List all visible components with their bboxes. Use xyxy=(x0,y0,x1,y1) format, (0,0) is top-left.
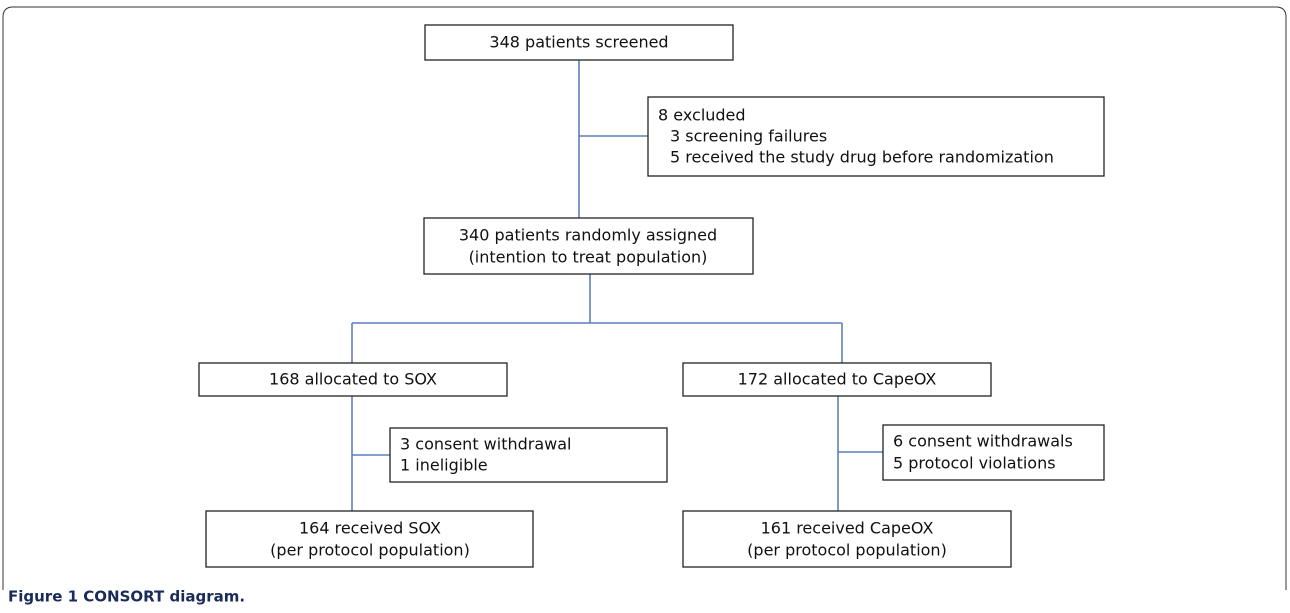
node-box xyxy=(205,510,534,568)
node-text: 161 received CapeOX xyxy=(761,519,934,538)
node-text: 1 ineligible xyxy=(400,456,488,475)
node-text: 8 excluded xyxy=(658,106,746,125)
node-text: 3 consent withdrawal xyxy=(400,435,572,454)
node: 164 received SOX (per protocol populatio… xyxy=(205,510,534,568)
node-text: 3 screening failures xyxy=(670,127,827,146)
node-box xyxy=(682,510,1012,568)
caption: Figure 1 CONSORT diagram. xyxy=(8,588,245,606)
node-text: 348 patients screened xyxy=(489,33,668,52)
node-box xyxy=(682,362,992,397)
node-text: 168 allocated to SOX xyxy=(269,370,437,389)
node: 8 excluded 3 screening failures 5 receiv… xyxy=(647,96,1105,177)
node: 168 allocated to SOX xyxy=(198,362,508,397)
node-text: 172 allocated to CapeOX xyxy=(738,370,937,389)
node-box xyxy=(647,96,1105,177)
node-box xyxy=(423,217,754,275)
node-text: (per protocol population) xyxy=(747,541,947,560)
node-text: 5 protocol violations xyxy=(893,454,1056,473)
connector-lines xyxy=(351,60,883,511)
node: 161 received CapeOX (per protocol popula… xyxy=(682,510,1012,568)
node-text: 6 consent withdrawals xyxy=(893,432,1073,451)
node-box xyxy=(198,362,508,397)
node-text: 5 received the study drug before randomi… xyxy=(670,148,1054,167)
node-box xyxy=(424,24,734,61)
connectors xyxy=(351,60,883,511)
node-box xyxy=(882,424,1105,481)
node-box xyxy=(389,427,668,483)
node: 348 patients screened xyxy=(424,24,734,61)
frame xyxy=(2,6,1287,590)
node: 172 allocated to CapeOX xyxy=(682,362,992,397)
node-text: 164 received SOX xyxy=(299,519,441,538)
node-text: (per protocol population) xyxy=(270,541,470,560)
node: 3 consent withdrawal 1 ineligible xyxy=(389,427,668,483)
node-text: (intention to treat population) xyxy=(469,248,708,267)
node: 6 consent withdrawals 5 protocol violati… xyxy=(882,424,1105,481)
node-text: 340 patients randomly assigned xyxy=(459,226,717,245)
node: 340 patients randomly assigned (intentio… xyxy=(423,217,754,275)
